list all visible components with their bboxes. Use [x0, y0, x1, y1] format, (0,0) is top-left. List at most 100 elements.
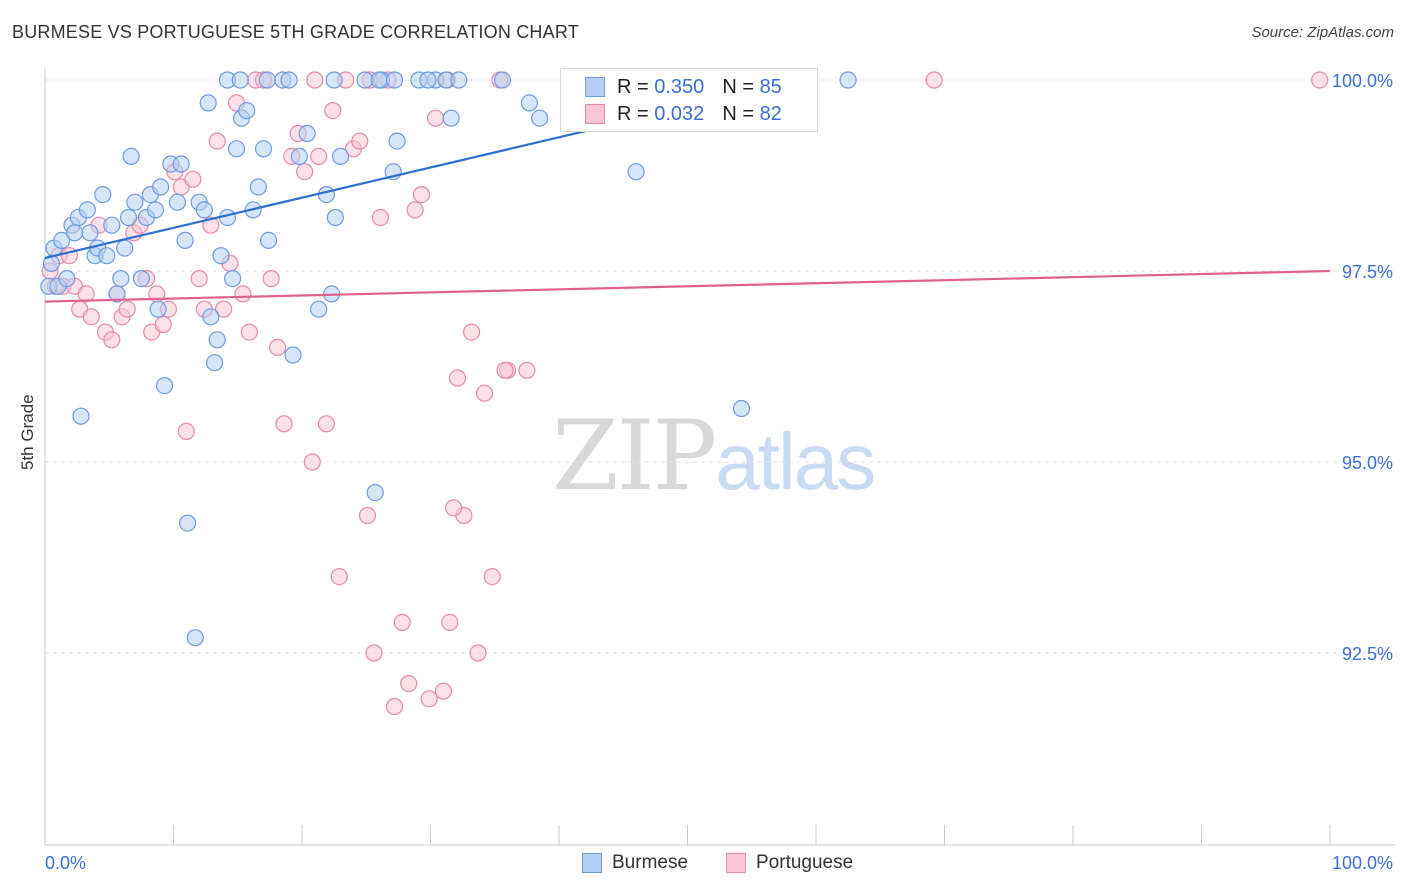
burmese-point [179, 514, 197, 532]
burmese-point [290, 147, 308, 165]
burmese-r-value: 0.350 [654, 75, 705, 98]
source-label: Source: ZipAtlas.com [1251, 24, 1394, 41]
portuguese-point [154, 315, 172, 334]
portuguese-point [177, 422, 195, 440]
burmese-point [298, 124, 316, 143]
burmese-point [58, 270, 76, 288]
portuguese-point [234, 285, 252, 303]
portuguese-point [269, 338, 287, 356]
burmese-point [388, 132, 406, 150]
burmese-point [119, 208, 138, 227]
axes [44, 68, 1395, 846]
burmese-point [199, 94, 217, 112]
burmese-point [172, 155, 190, 173]
burmese-point [152, 178, 170, 196]
burmese-point [419, 71, 437, 89]
portuguese-point [275, 415, 293, 433]
zipatlas-watermark: ZIPatlas [552, 400, 876, 512]
burmese-point [202, 308, 220, 326]
burmese-point [176, 231, 194, 249]
burmese-point [195, 201, 213, 219]
portuguese-point [118, 300, 136, 318]
burmese-point [520, 94, 539, 112]
burmese-point [78, 201, 97, 219]
portuguese-point [82, 308, 100, 326]
burmese-point [81, 224, 99, 242]
portuguese-point [215, 300, 233, 318]
burmese-point [94, 186, 112, 204]
portuguese-point [400, 674, 418, 693]
burmese-point [317, 186, 335, 204]
burmese-r-label: R = [617, 75, 649, 98]
portuguese-point [77, 285, 95, 303]
burmese-point [231, 71, 249, 89]
burmese-point [122, 147, 140, 165]
burmese-point [155, 377, 174, 395]
burmese-point [280, 71, 298, 89]
portuguese-points [41, 71, 1329, 716]
portuguese-point [103, 331, 121, 349]
burmese-point [326, 208, 344, 227]
legend-burmese-label: Burmese [612, 852, 689, 873]
y-tick-label: 97.5% [1342, 262, 1393, 282]
portuguese-point [412, 186, 431, 204]
burmese-point [260, 231, 278, 249]
burmese-point [332, 147, 350, 165]
burmese-points [40, 71, 857, 647]
burmese-point [65, 224, 84, 242]
burmese-point [310, 300, 328, 318]
portuguese-point [445, 499, 463, 517]
portuguese-point [475, 384, 494, 402]
y-tick-label: 95.0% [1342, 453, 1393, 473]
burmese-point [208, 331, 226, 349]
portuguese-point [925, 71, 943, 89]
burmese-point [531, 109, 549, 127]
burmese-point [627, 163, 645, 181]
portuguese-point [262, 270, 280, 288]
portuguese-point [518, 361, 536, 379]
burmese-n-value: 85 [759, 75, 782, 98]
burmese-point [186, 629, 204, 647]
burmese-point [206, 354, 224, 372]
x-tick-label: 0.0% [45, 853, 86, 873]
portuguese-swatch [585, 104, 605, 124]
portuguese-n-label: N = [722, 102, 754, 125]
portuguese-point [310, 147, 328, 165]
burmese-point [238, 101, 256, 120]
portuguese-point [371, 208, 389, 227]
portuguese-point [496, 361, 514, 379]
burmese-point [325, 71, 343, 89]
portuguese-n-value: 82 [759, 102, 782, 125]
burmese-point [116, 239, 134, 257]
burmese-point [450, 71, 468, 89]
portuguese-point [483, 567, 501, 586]
portuguese-point [469, 644, 487, 662]
grid-lines [45, 79, 1395, 654]
burmese-point [132, 270, 150, 288]
burmese-point [126, 193, 144, 211]
burmese-point [839, 71, 857, 89]
portuguese-point [202, 216, 220, 234]
portuguese-point [317, 415, 335, 433]
portuguese-point [240, 323, 258, 341]
burmese-point [442, 109, 460, 127]
legend-row-burmese: R = 0.350 N = 85 [585, 75, 782, 99]
portuguese-point [184, 170, 202, 188]
portuguese-point [330, 567, 348, 586]
burmese-point [258, 71, 276, 89]
burmese-point [149, 300, 167, 318]
portuguese-point [385, 697, 404, 716]
portuguese-trend-line [44, 269, 1331, 303]
legend-portuguese-label: Portuguese [756, 852, 854, 873]
burmese-point [493, 71, 512, 89]
legend-portuguese-swatch [726, 853, 746, 873]
tick-labels: 92.5% 95.0% 97.5% 100.0% 0.0% 100.0% [45, 71, 1393, 873]
portuguese-point [358, 506, 377, 525]
x-tick-label: 100.0% [1332, 853, 1393, 873]
burmese-point [53, 231, 71, 249]
burmese-point [284, 346, 302, 364]
portuguese-point [365, 644, 383, 662]
portuguese-point [441, 613, 459, 632]
y-tick-label: 92.5% [1342, 644, 1393, 664]
